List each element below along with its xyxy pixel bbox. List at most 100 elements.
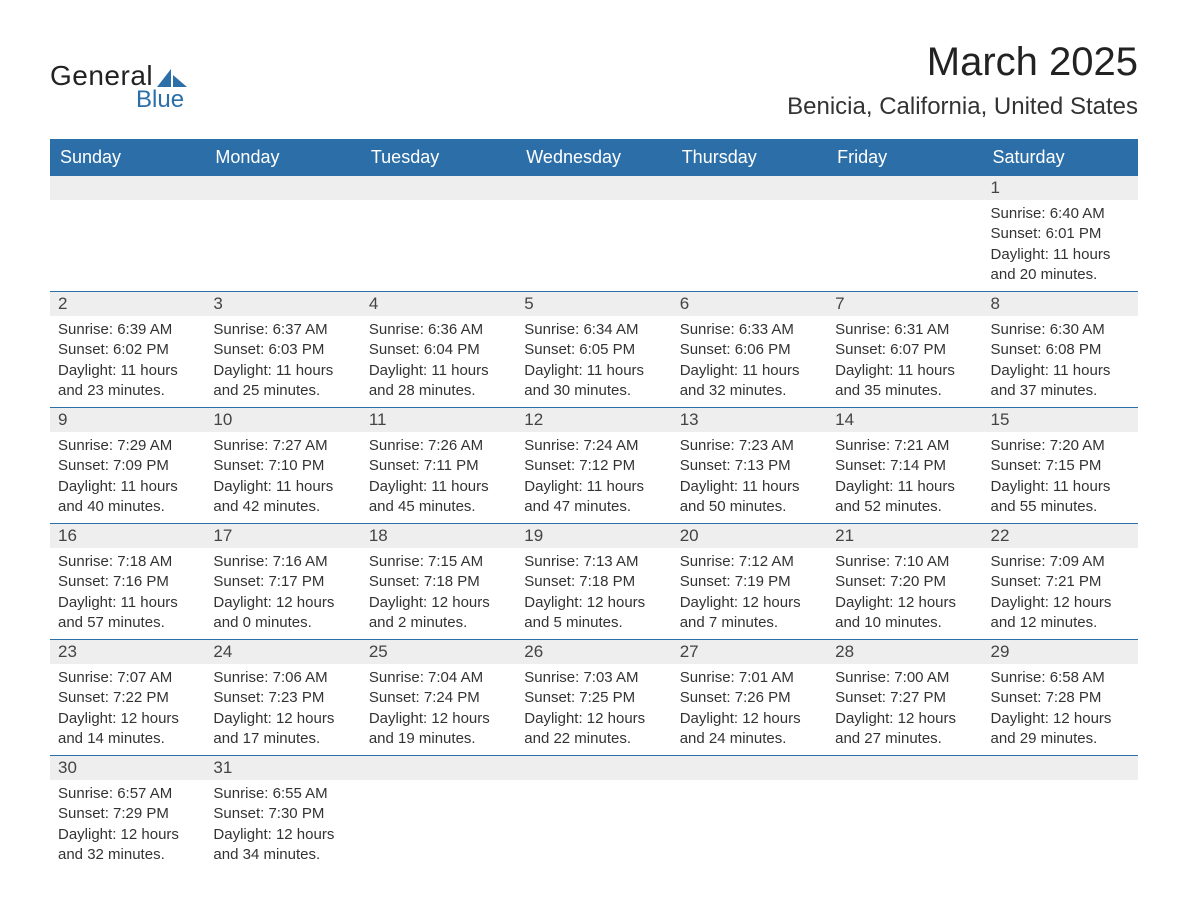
detail-line: and 19 minutes. xyxy=(369,729,508,749)
day-number-cell: 10 xyxy=(205,408,360,433)
detail-line: and 32 minutes. xyxy=(680,381,819,401)
day-number-cell xyxy=(205,176,360,200)
detail-line: and 10 minutes. xyxy=(835,613,974,633)
detail-line: and 25 minutes. xyxy=(213,381,352,401)
day-detail-cell: Sunrise: 7:00 AMSunset: 7:27 PMDaylight:… xyxy=(827,664,982,756)
detail-line: Daylight: 12 hours xyxy=(524,709,663,729)
detail-line: and 12 minutes. xyxy=(991,613,1130,633)
day-detail-cell: Sunrise: 7:13 AMSunset: 7:18 PMDaylight:… xyxy=(516,548,671,640)
detail-line: and 27 minutes. xyxy=(835,729,974,749)
day-header: Sunday xyxy=(50,139,205,176)
day-header: Wednesday xyxy=(516,139,671,176)
day-number-cell xyxy=(827,176,982,200)
day-header-row: SundayMondayTuesdayWednesdayThursdayFrid… xyxy=(50,139,1138,176)
day-detail-cell: Sunrise: 7:09 AMSunset: 7:21 PMDaylight:… xyxy=(983,548,1138,640)
day-number-cell: 12 xyxy=(516,408,671,433)
day-number-cell: 21 xyxy=(827,524,982,549)
detail-line: and 0 minutes. xyxy=(213,613,352,633)
detail-line: Sunset: 7:10 PM xyxy=(213,456,352,476)
day-header: Friday xyxy=(827,139,982,176)
detail-line: Daylight: 11 hours xyxy=(213,361,352,381)
detail-line: Sunset: 6:08 PM xyxy=(991,340,1130,360)
day-detail-cell: Sunrise: 7:04 AMSunset: 7:24 PMDaylight:… xyxy=(361,664,516,756)
day-number-cell: 19 xyxy=(516,524,671,549)
day-number-cell xyxy=(361,176,516,200)
detail-line: and 40 minutes. xyxy=(58,497,197,517)
detail-line: and 57 minutes. xyxy=(58,613,197,633)
detail-line: Sunrise: 7:29 AM xyxy=(58,436,197,456)
detail-line: and 55 minutes. xyxy=(991,497,1130,517)
detail-line: Daylight: 11 hours xyxy=(680,477,819,497)
day-detail-cell: Sunrise: 7:03 AMSunset: 7:25 PMDaylight:… xyxy=(516,664,671,756)
day-number-cell: 27 xyxy=(672,640,827,665)
day-detail-cell: Sunrise: 6:57 AMSunset: 7:29 PMDaylight:… xyxy=(50,780,205,871)
detail-line: Sunset: 6:01 PM xyxy=(991,224,1130,244)
detail-line: Sunset: 7:17 PM xyxy=(213,572,352,592)
detail-line: Sunrise: 6:31 AM xyxy=(835,320,974,340)
detail-line: Sunrise: 6:58 AM xyxy=(991,668,1130,688)
detail-line: Sunset: 7:24 PM xyxy=(369,688,508,708)
detail-line: Daylight: 12 hours xyxy=(213,709,352,729)
day-number-cell: 16 xyxy=(50,524,205,549)
detail-line: Sunrise: 7:20 AM xyxy=(991,436,1130,456)
detail-line: Daylight: 11 hours xyxy=(369,361,508,381)
detail-line: and 45 minutes. xyxy=(369,497,508,517)
detail-line: Daylight: 11 hours xyxy=(991,245,1130,265)
detail-line: Daylight: 11 hours xyxy=(58,593,197,613)
day-detail-cell: Sunrise: 7:29 AMSunset: 7:09 PMDaylight:… xyxy=(50,432,205,524)
day-number-cell: 14 xyxy=(827,408,982,433)
detail-line: Sunset: 7:28 PM xyxy=(991,688,1130,708)
day-detail-cell: Sunrise: 6:36 AMSunset: 6:04 PMDaylight:… xyxy=(361,316,516,408)
detail-line: Daylight: 11 hours xyxy=(213,477,352,497)
day-detail-cell: Sunrise: 7:24 AMSunset: 7:12 PMDaylight:… xyxy=(516,432,671,524)
logo-text-blue: Blue xyxy=(136,86,184,114)
detail-line: Sunset: 7:30 PM xyxy=(213,804,352,824)
day-number-cell: 6 xyxy=(672,292,827,317)
detail-line: Sunset: 7:20 PM xyxy=(835,572,974,592)
day-detail-cell: Sunrise: 7:01 AMSunset: 7:26 PMDaylight:… xyxy=(672,664,827,756)
day-number-cell: 9 xyxy=(50,408,205,433)
day-detail-cell xyxy=(516,200,671,292)
day-number-cell: 29 xyxy=(983,640,1138,665)
day-number-cell xyxy=(827,756,982,781)
detail-line: Sunrise: 6:37 AM xyxy=(213,320,352,340)
day-number-cell: 23 xyxy=(50,640,205,665)
detail-line: Sunrise: 7:13 AM xyxy=(524,552,663,572)
day-detail-cell: Sunrise: 6:39 AMSunset: 6:02 PMDaylight:… xyxy=(50,316,205,408)
detail-line: and 22 minutes. xyxy=(524,729,663,749)
detail-line: Daylight: 12 hours xyxy=(369,709,508,729)
detail-line: Sunrise: 7:18 AM xyxy=(58,552,197,572)
day-detail-cell xyxy=(983,780,1138,871)
detail-line: and 23 minutes. xyxy=(58,381,197,401)
detail-line: Sunrise: 6:30 AM xyxy=(991,320,1130,340)
detail-line: and 17 minutes. xyxy=(213,729,352,749)
day-number-cell xyxy=(516,176,671,200)
day-number-cell xyxy=(50,176,205,200)
day-header: Monday xyxy=(205,139,360,176)
day-detail-cell xyxy=(827,780,982,871)
day-number-cell: 13 xyxy=(672,408,827,433)
detail-line: Daylight: 11 hours xyxy=(524,361,663,381)
day-header: Tuesday xyxy=(361,139,516,176)
detail-line: Daylight: 12 hours xyxy=(680,709,819,729)
day-number-cell: 24 xyxy=(205,640,360,665)
detail-line: Sunset: 7:27 PM xyxy=(835,688,974,708)
detail-line: Sunset: 7:29 PM xyxy=(58,804,197,824)
day-detail-cell xyxy=(361,780,516,871)
detail-line: Daylight: 12 hours xyxy=(213,593,352,613)
day-number-cell: 20 xyxy=(672,524,827,549)
detail-line: Sunrise: 6:39 AM xyxy=(58,320,197,340)
detail-line: Sunrise: 6:55 AM xyxy=(213,784,352,804)
detail-line: Sunset: 6:04 PM xyxy=(369,340,508,360)
detail-line: Daylight: 12 hours xyxy=(835,593,974,613)
detail-line: Sunset: 7:26 PM xyxy=(680,688,819,708)
detail-line: and 7 minutes. xyxy=(680,613,819,633)
location-text: Benicia, California, United States xyxy=(787,93,1138,121)
detail-line: and 34 minutes. xyxy=(213,845,352,865)
detail-line: Daylight: 12 hours xyxy=(58,825,197,845)
detail-line: Daylight: 11 hours xyxy=(58,477,197,497)
day-detail-row: Sunrise: 6:39 AMSunset: 6:02 PMDaylight:… xyxy=(50,316,1138,408)
day-number-cell xyxy=(672,176,827,200)
day-detail-cell: Sunrise: 7:21 AMSunset: 7:14 PMDaylight:… xyxy=(827,432,982,524)
detail-line: Sunset: 6:07 PM xyxy=(835,340,974,360)
